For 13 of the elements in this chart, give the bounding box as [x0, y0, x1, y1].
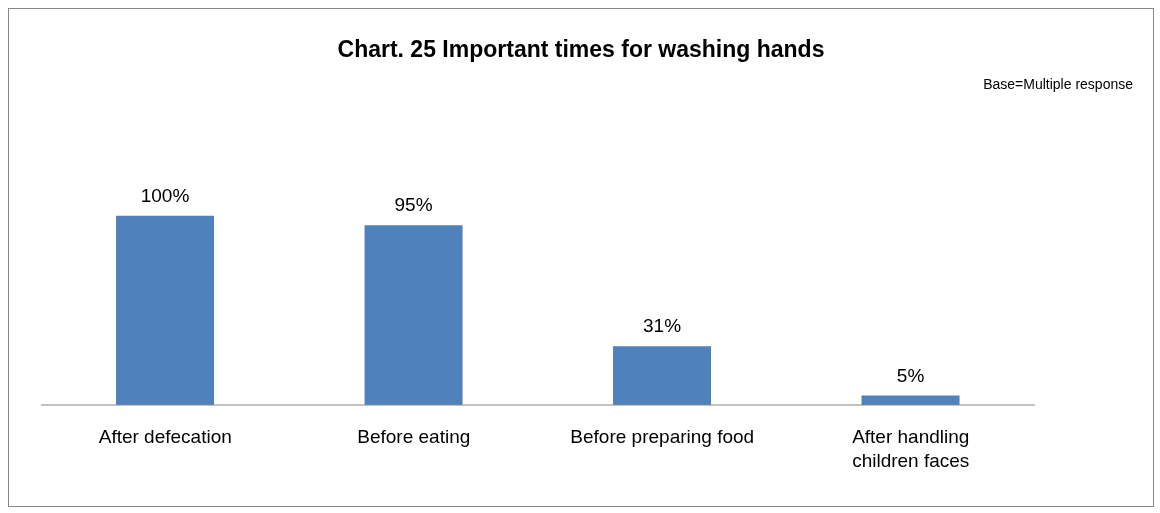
x-tick-label: Before preparing food — [570, 426, 755, 447]
bar — [364, 225, 463, 405]
chart-title: Chart. 25 Important times for washing hands — [336, 36, 826, 63]
data-label: 100% — [140, 184, 190, 206]
x-tick-label: After handling children faces — [852, 426, 970, 471]
text: Base=Multiple response — [983, 76, 1133, 92]
data-label: 31% — [643, 315, 682, 337]
x-tick-label: After defecation — [98, 426, 232, 447]
bar — [613, 346, 712, 405]
data-label: 5% — [896, 364, 925, 386]
data-label: 95% — [394, 194, 433, 216]
bar — [116, 215, 215, 405]
x-tick-label: Before eating — [357, 426, 471, 447]
